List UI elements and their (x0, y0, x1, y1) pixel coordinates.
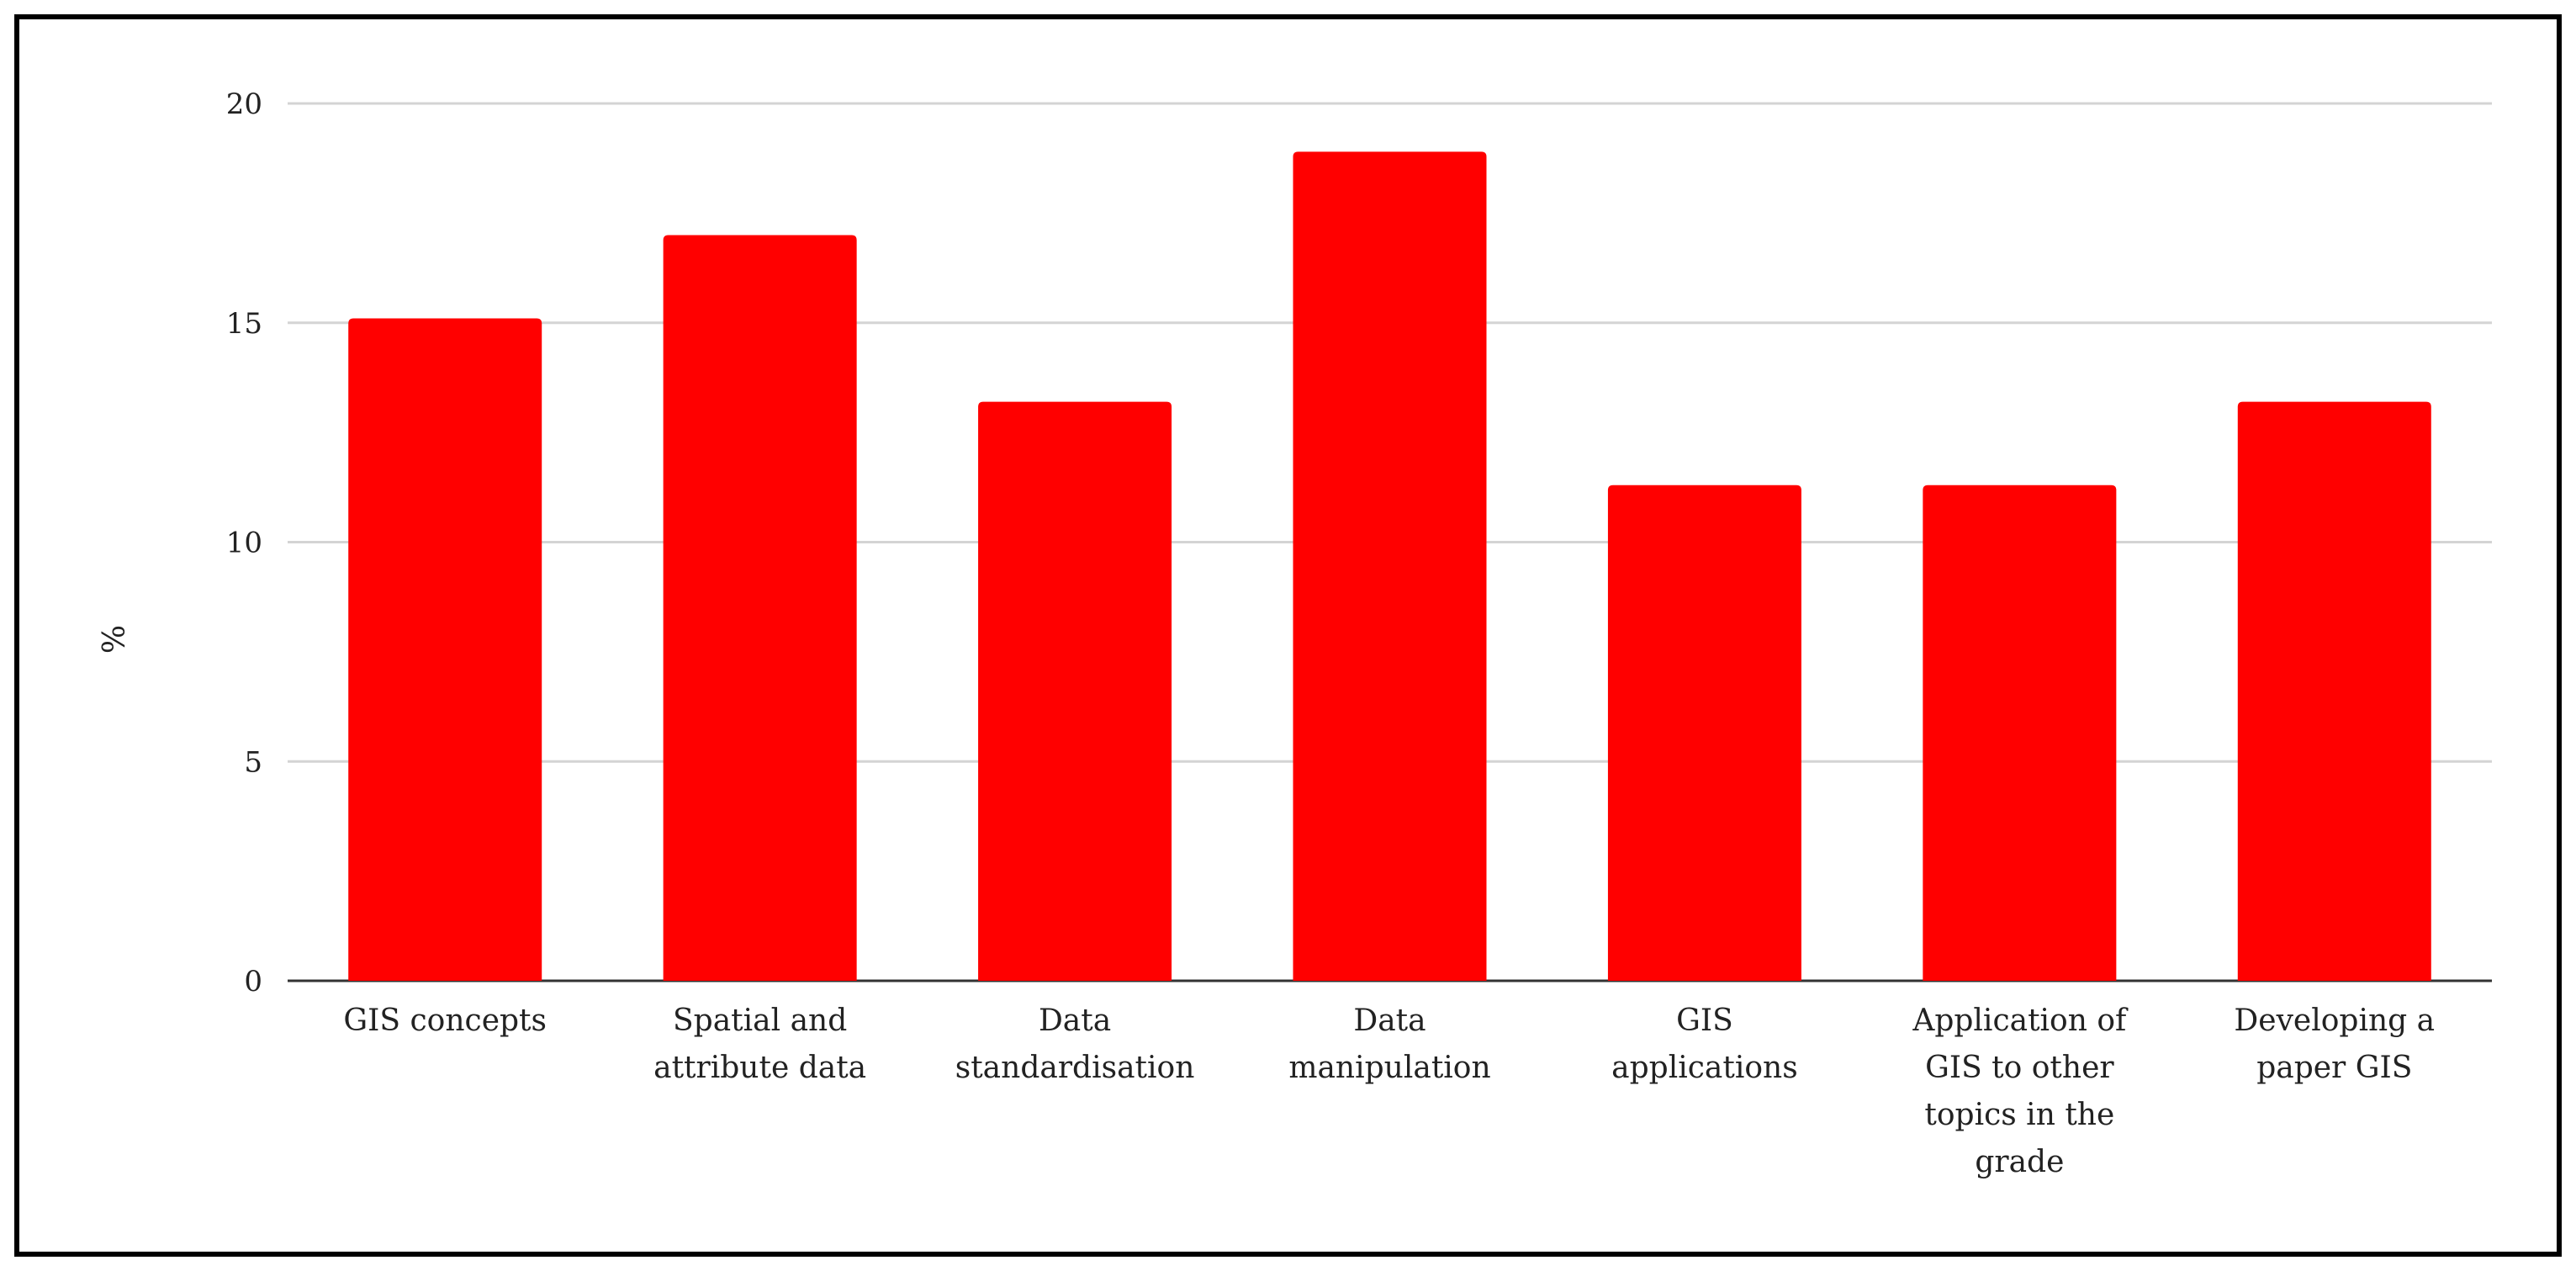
x-tick-label: Application of GIS to other topics in the g… (1912, 1004, 2129, 1179)
x-tick-label: Spatial and attribute data (653, 1004, 866, 1085)
x-tick-label: Data manipulation (1288, 1004, 1490, 1085)
y-tick-label: 0 (244, 965, 262, 998)
y-tick-label: 5 (244, 745, 262, 779)
y-tick-label: 20 (226, 87, 262, 121)
x-tick-label: GIS concepts (343, 1004, 547, 1038)
bar (978, 401, 1172, 981)
x-tick-label: GIS applications (1611, 1004, 1798, 1085)
bar (1607, 485, 1801, 981)
x-tick-label: Data standardisation (955, 1004, 1195, 1085)
y-axis-label: % (98, 625, 132, 654)
bar (2237, 401, 2431, 981)
bar (663, 235, 857, 981)
bar (1923, 485, 2117, 981)
y-tick-label: 15 (226, 307, 262, 341)
bar (348, 318, 542, 981)
bar (1293, 151, 1487, 982)
y-tick-label: 10 (226, 527, 262, 560)
x-tick-label: Developing a paper GIS (2234, 1004, 2435, 1085)
